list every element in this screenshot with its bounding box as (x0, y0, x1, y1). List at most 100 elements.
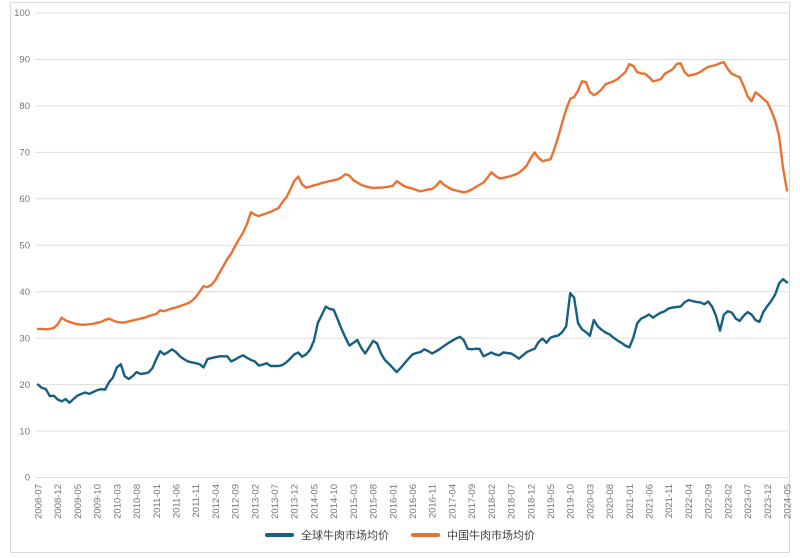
x-tick-label: 2021-06 (645, 484, 656, 519)
x-tick: 2020-03 (585, 484, 596, 519)
legend-marker-china-icon (411, 533, 440, 537)
x-tick-label: 2016-11 (428, 484, 439, 518)
x-tick-label: 2024-05 (783, 484, 794, 519)
y-tick-label: 50 (19, 240, 30, 251)
x-tick-label: 2017-04 (447, 484, 458, 519)
x-tick: 2010-03 (112, 484, 123, 519)
x-tick-label: 2021-11 (664, 484, 675, 518)
x-tick: 2013-12 (290, 484, 301, 519)
y-tick-label: 60 (19, 194, 30, 205)
x-tick: 2014-05 (309, 484, 320, 519)
x-tick-label: 2011-01 (152, 484, 163, 518)
series-line-global[interactable] (36, 278, 789, 404)
x-tick-label: 2008-12 (53, 484, 64, 519)
chart-card-border (10, 2, 790, 553)
x-tick: 2011-06 (171, 484, 182, 518)
x-tick: 2023-12 (763, 484, 774, 519)
y-tick-label: 40 (19, 287, 30, 298)
legend-label-china: 中国牛肉市场均价 (447, 530, 535, 542)
x-tick-label: 2023-12 (763, 484, 774, 519)
x-tick-label: 2014-05 (309, 484, 320, 519)
x-tick-label: 2012-04 (211, 484, 222, 519)
x-tick: 2012-09 (231, 484, 242, 519)
x-tick-label: 2018-12 (526, 484, 537, 519)
x-tick-label: 2009-05 (73, 484, 84, 519)
x-tick-label: 2011-11 (191, 484, 202, 517)
x-tick: 2019-05 (546, 484, 557, 519)
x-tick: 2010-08 (132, 484, 143, 519)
y-tick-label: 0 (25, 473, 30, 484)
x-tick: 2020-08 (605, 484, 616, 519)
x-tick-label: 2020-08 (605, 484, 616, 519)
x-tick: 2022-09 (704, 484, 715, 519)
x-tick-label: 2016-01 (388, 484, 399, 519)
x-tick-label: 2015-08 (369, 484, 380, 519)
x-tick: 2021-11 (664, 484, 675, 518)
x-tick: 2024-05 (783, 484, 794, 519)
x-tick-label: 2015-03 (349, 484, 360, 519)
x-tick-label: 2023-07 (743, 484, 754, 519)
x-tick: 2009-05 (73, 484, 84, 519)
legend-item-china[interactable]: 中国牛肉市场均价 (411, 527, 535, 543)
x-tick: 2017-04 (447, 484, 458, 519)
x-tick: 2018-02 (487, 484, 498, 519)
y-tick-label: 90 (19, 55, 30, 66)
x-tick-label: 2012-09 (231, 484, 242, 519)
x-tick: 2021-06 (645, 484, 656, 519)
y-tick-label: 20 (19, 380, 30, 391)
x-tick: 2016-11 (428, 484, 439, 518)
chart-legend: 全球牛肉市场均价 中国牛肉市场均价 (0, 527, 800, 543)
x-tick: 2018-12 (526, 484, 537, 519)
x-tick-label: 2018-07 (507, 484, 518, 519)
x-tick: 2008-12 (53, 484, 64, 519)
series-line-china[interactable] (36, 61, 789, 331)
y-tick-label: 70 (19, 148, 30, 159)
x-tick-label: 2008-07 (34, 484, 45, 519)
x-tick: 2016-01 (388, 484, 399, 519)
x-tick: 2022-04 (684, 484, 695, 519)
x-tick-label: 2019-10 (566, 484, 577, 519)
x-tick-label: 2014-10 (329, 484, 340, 519)
x-tick: 2015-03 (349, 484, 360, 519)
legend-label-global: 全球牛肉市场均价 (301, 530, 389, 542)
x-tick: 2014-10 (329, 484, 340, 519)
x-tick-label: 2019-05 (546, 484, 557, 519)
x-tick-label: 2020-03 (585, 484, 596, 519)
x-tick: 2013-07 (270, 484, 281, 519)
x-tick: 2021-01 (625, 484, 636, 519)
x-tick-label: 2010-03 (112, 484, 123, 519)
x-tick-label: 2010-08 (132, 484, 143, 519)
x-tick-label: 2022-04 (684, 484, 695, 519)
x-tick: 2023-07 (743, 484, 754, 519)
x-tick-label: 2018-02 (487, 484, 498, 519)
x-tick: 2012-04 (211, 484, 222, 519)
x-tick: 2013-02 (250, 484, 261, 519)
x-tick-label: 2023-02 (723, 484, 734, 519)
x-tick-label: 2017-09 (467, 484, 478, 519)
y-tick-label: 10 (19, 426, 30, 437)
legend-marker-global-icon (265, 533, 294, 537)
x-tick: 2011-11 (191, 484, 202, 517)
x-tick-label: 2013-07 (270, 484, 281, 519)
x-tick: 2015-08 (369, 484, 380, 519)
x-tick: 2018-07 (507, 484, 518, 519)
legend-item-global[interactable]: 全球牛肉市场均价 (265, 527, 389, 543)
x-tick: 2017-09 (467, 484, 478, 519)
x-tick-label: 2021-01 (625, 484, 636, 519)
x-tick: 2023-02 (723, 484, 734, 519)
x-tick-label: 2013-02 (250, 484, 261, 519)
y-tick-label: 30 (19, 333, 30, 344)
x-tick-label: 2011-06 (171, 484, 182, 518)
x-tick-label: 2022-09 (704, 484, 715, 519)
y-tick-label: 100 (14, 8, 30, 19)
x-tick-label: 2013-12 (290, 484, 301, 519)
x-tick: 2016-06 (408, 484, 419, 519)
x-tick: 2019-10 (566, 484, 577, 519)
x-tick-label: 2016-06 (408, 484, 419, 519)
x-tick: 2011-01 (152, 484, 163, 518)
x-tick-label: 2009-10 (93, 484, 104, 519)
y-tick-label: 80 (19, 101, 30, 112)
x-tick: 2008-07 (34, 484, 45, 519)
